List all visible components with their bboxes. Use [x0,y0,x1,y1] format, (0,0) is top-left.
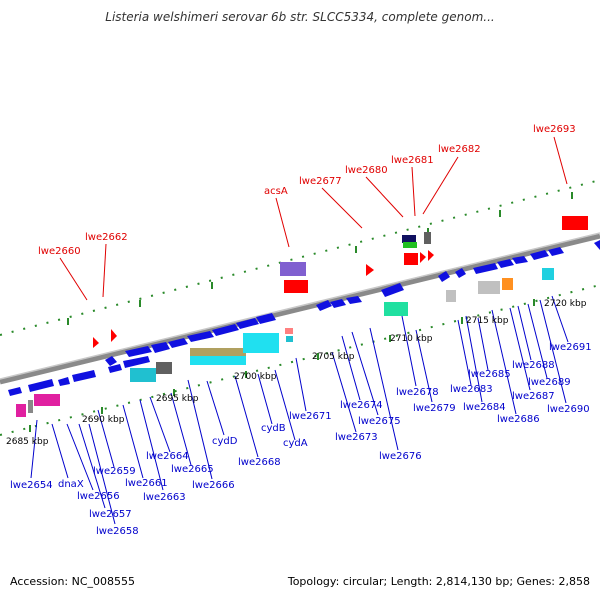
feature-boxes [16,232,554,417]
kbp-tick-label: 2690 kbp [82,415,125,425]
gene-label-top[interactable]: lwe2693 [533,124,576,135]
gene-label-bottom[interactable]: lwe2657 [89,509,132,520]
gene-label-bottom[interactable]: lwe2659 [93,466,136,477]
kbp-tick-label: 2710 kbp [390,334,433,344]
kbp-tick-label: 2705 kbp [312,352,355,362]
gene-label-bottom[interactable]: lwe2666 [192,480,235,491]
gene-label-bottom[interactable]: lwe2687 [512,391,555,402]
gene-label-bottom[interactable]: lwe2690 [547,404,590,415]
gene-label-bottom[interactable]: lwe2684 [463,402,506,413]
gene-label-bottom[interactable]: lwe2685 [468,369,511,380]
gene-label-top[interactable]: lwe2677 [299,176,342,187]
genes-reverse [8,356,150,396]
genome-backbone [0,233,600,385]
gene-label-bottom[interactable]: lwe2654 [10,480,53,491]
genes-forward [105,240,600,366]
gene-label-bottom[interactable]: lwe2679 [413,403,456,414]
gene-label-bottom[interactable]: lwe2658 [96,526,139,537]
gene-label-bottom[interactable]: lwe2674 [340,400,383,411]
gene-label-bottom[interactable]: lwe2688 [512,360,555,371]
gene-label-bottom[interactable]: lwe2665 [171,464,214,475]
top-leader-lines [59,136,568,301]
gene-label-bottom[interactable]: lwe2673 [335,432,378,443]
gene-label-bottom[interactable]: lwe2689 [528,377,571,388]
gene-label-top[interactable]: lwe2682 [438,144,481,155]
gene-label-bottom[interactable]: lwe2661 [125,478,168,489]
gene-label-bottom[interactable]: lwe2675 [358,416,401,427]
gene-label-bottom[interactable]: cydB [261,423,286,434]
gene-label-bottom[interactable]: lwe2663 [143,492,186,503]
accession-text: Accession: NC_008555 [10,575,136,588]
kbp-tick-label: 2685 kbp [6,437,49,447]
gene-label-top[interactable]: lwe2660 [38,246,81,257]
gene-label-top[interactable]: acsA [264,186,288,197]
kbp-tick-label: 2715 kbp [466,316,509,326]
gene-label-bottom[interactable]: lwe2668 [238,457,281,468]
gene-label-bottom[interactable]: lwe2671 [289,411,332,422]
tick-row-top [0,179,600,336]
gene-label-bottom[interactable]: dnaX [58,479,84,490]
page-title: Listeria welshimeri serovar 6b str. SLCC… [105,10,495,24]
bottom-leader-lines [30,295,569,525]
gene-label-bottom[interactable]: lwe2678 [396,387,439,398]
rna-features [93,216,588,348]
gene-label-bottom[interactable]: lwe2691 [549,342,592,353]
gene-label-bottom[interactable]: lwe2656 [77,491,120,502]
gene-label-bottom[interactable]: lwe2683 [450,384,493,395]
gene-label-bottom[interactable]: lwe2676 [379,451,422,462]
kbp-tick-label: 2695 kbp [156,394,199,404]
kbp-tick-label: 2700 kbp [234,372,277,382]
gene-label-top[interactable]: lwe2681 [391,155,434,166]
gene-label-top[interactable]: lwe2680 [345,165,388,176]
gene-label-bottom[interactable]: cydD [212,436,238,447]
gene-label-bottom[interactable]: lwe2686 [497,414,540,425]
gene-label-top[interactable]: lwe2662 [85,232,128,243]
kbp-tick-label: 2720 kbp [544,299,587,309]
topology-text: Topology: circular; Length: 2,814,130 bp… [287,575,590,588]
gene-label-bottom[interactable]: cydA [283,438,308,449]
gene-label-bottom[interactable]: lwe2664 [146,451,189,462]
